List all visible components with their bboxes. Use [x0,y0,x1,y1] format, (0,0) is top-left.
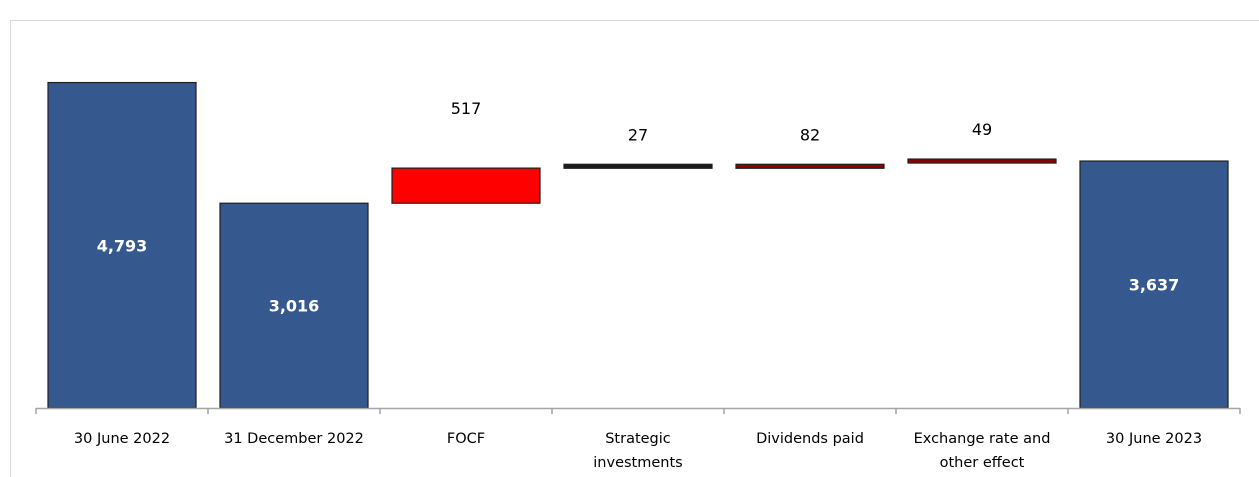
category-label-line: 30 June 2023 [1106,431,1202,447]
bar-value-label: 3,637 [1129,276,1180,295]
category-label: FOCF [447,431,485,447]
category-label: Exchange rate and other effect [914,431,1051,471]
labels-layer: 4,793 30 June 2022 3,016 31 December 2022 51… [74,99,1202,471]
step-value-label: 517 [451,99,482,118]
step-value-label: 49 [972,120,992,139]
category-label: Strategic investments [593,431,682,471]
category-label-line: Dividends paid [756,431,864,447]
step-bar [391,167,541,204]
x-axis-ticks [35,408,1241,414]
category-label-line: FOCF [447,431,485,447]
category-label-line: other effect [940,455,1025,471]
step-value-label: 27 [628,125,648,144]
category-label: 30 June 2023 [1106,431,1202,447]
bar-value-label: 4,793 [97,236,148,255]
category-label-line: investments [593,455,682,471]
step-bar [563,163,713,169]
category-label: Dividends paid [756,431,864,447]
step-value-label: 82 [800,125,820,144]
total-bar [1079,160,1229,409]
category-label-line: 31 December 2022 [224,431,364,447]
step-bar [907,158,1057,164]
category-label-line: Exchange rate and [914,431,1051,447]
category-label: 30 June 2022 [74,431,170,447]
bars-layer [47,81,1229,409]
category-label: 31 December 2022 [224,431,364,447]
step-bar [735,163,885,169]
category-label-line: 30 June 2022 [74,431,170,447]
bar-value-label: 3,016 [269,297,320,316]
total-bar [47,81,197,409]
category-label-line: Strategic [605,431,671,447]
total-bar [219,202,369,409]
